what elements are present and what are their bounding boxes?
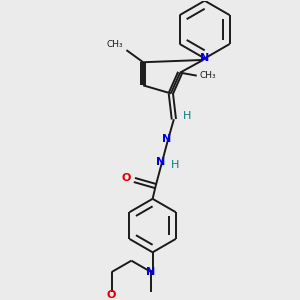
Text: O: O — [107, 290, 116, 300]
Text: N: N — [200, 53, 209, 63]
Text: CH₃: CH₃ — [107, 40, 123, 49]
Text: N: N — [146, 267, 156, 277]
Text: N: N — [156, 157, 165, 167]
Text: H: H — [171, 160, 179, 170]
Text: H: H — [183, 111, 191, 121]
Text: O: O — [122, 173, 131, 184]
Text: N: N — [162, 134, 171, 144]
Text: CH₃: CH₃ — [200, 71, 216, 80]
